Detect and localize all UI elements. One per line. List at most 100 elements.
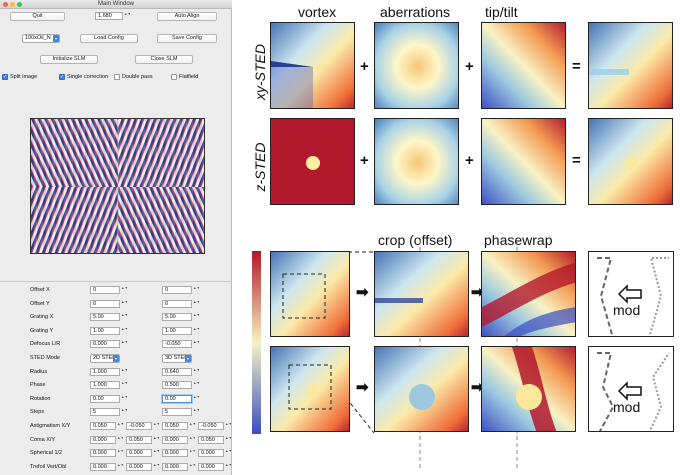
param-field[interactable]: 0	[162, 299, 192, 308]
param-stepper[interactable]: ▲▼	[193, 381, 200, 386]
param-stepper[interactable]: ▲▼	[189, 435, 196, 440]
arrow-right-icon: ➡	[471, 379, 484, 396]
param-field[interactable]: 0.000	[90, 449, 116, 458]
param-field[interactable]: 0.000	[90, 340, 120, 349]
close-slm-button[interactable]: Close SLM	[135, 55, 193, 64]
param-stepper[interactable]: ▲▼	[193, 340, 200, 345]
sted-mode-select[interactable]: 2D STED ▾	[90, 354, 120, 363]
param-field[interactable]: 0.000	[90, 462, 116, 471]
figure: vortex aberrations tip/tilt xy-STED z-ST…	[240, 0, 680, 475]
param-stepper[interactable]: ▲▼	[121, 381, 128, 386]
param-stepper[interactable]: ▲▼	[117, 422, 124, 426]
single-correction-checkbox[interactable]: ✓ Single correction	[59, 74, 108, 80]
save-config-button[interactable]: Save Config	[157, 34, 217, 43]
value-field[interactable]: 1.680	[95, 12, 123, 20]
param-stepper[interactable]: ▲▼	[193, 367, 200, 372]
param-stepper[interactable]: ▲▼	[225, 435, 232, 440]
param-field[interactable]: 0.000	[126, 449, 152, 458]
sted-mode-select[interactable]: 3D STED ▾	[162, 354, 192, 363]
param-field[interactable]: 0.500	[162, 381, 192, 390]
param-field[interactable]: 0.000	[162, 449, 188, 458]
title-bar[interactable]: Main Window	[0, 0, 232, 9]
param-field[interactable]: 0.00	[90, 394, 120, 403]
auto-align-button[interactable]: Auto Align	[157, 12, 217, 21]
param-stepper[interactable]: ▲▼	[117, 449, 124, 454]
param-field[interactable]: 0.000	[126, 462, 152, 471]
double-pass-checkbox[interactable]: Double pass	[114, 73, 153, 81]
param-stepper[interactable]: ▲▼	[153, 449, 160, 454]
param-stepper[interactable]: ▲▼	[193, 313, 200, 318]
param-stepper[interactable]: ▲▼	[121, 299, 128, 304]
param-field[interactable]: 0.000	[198, 462, 224, 471]
param-field[interactable]: 1.000	[90, 367, 120, 376]
objective-select[interactable]: 100xOil_N ▾	[22, 34, 60, 43]
zoom-window-icon[interactable]	[17, 2, 22, 7]
param-stepper[interactable]: ▲▼	[153, 462, 160, 467]
param-field[interactable]: 0.000	[198, 449, 224, 458]
param-field[interactable]: 0.000	[162, 435, 188, 444]
param-stepper[interactable]: ▲▼	[193, 326, 200, 331]
param-field[interactable]: 1.00	[162, 326, 192, 335]
param-field[interactable]: 5	[162, 408, 192, 417]
split-image-checkbox[interactable]: ✓ Split image	[2, 74, 38, 80]
param-field[interactable]: 0.050	[90, 422, 116, 430]
param-stepper[interactable]: ▲▼	[225, 462, 232, 467]
chevron-down-icon: ▾	[53, 35, 59, 42]
param-stepper[interactable]: ▲▼	[121, 394, 128, 399]
param-field[interactable]: 0.00	[162, 394, 192, 403]
param-stepper[interactable]: ▲▼	[193, 286, 200, 290]
param-stepper[interactable]: ▲▼	[121, 340, 128, 345]
quit-button[interactable]: Quit	[10, 12, 65, 21]
param-stepper[interactable]: ▲▼	[117, 462, 124, 467]
param-stepper[interactable]: ▲▼	[121, 408, 128, 413]
param-stepper[interactable]: ▲▼	[193, 299, 200, 304]
param-field[interactable]: -0.050	[126, 422, 152, 430]
main-window: Main Window Quit 1.680 ▲▼ Auto Align 100…	[0, 0, 232, 475]
flatfield-checkbox[interactable]: Flatfield	[171, 73, 198, 81]
load-config-button[interactable]: Load Config	[80, 34, 138, 43]
result-panel-z	[588, 118, 673, 205]
param-field[interactable]: 0.000	[162, 462, 188, 471]
param-label: Grating Y	[30, 327, 54, 334]
param-stepper[interactable]: ▲▼	[153, 422, 160, 426]
param-field[interactable]: 5	[90, 408, 120, 417]
param-field[interactable]: 0	[162, 286, 192, 294]
param-field[interactable]: 0	[90, 286, 120, 294]
param-label: Defocus L/R	[30, 341, 61, 348]
param-stepper[interactable]: ▲▼	[225, 449, 232, 454]
param-stepper[interactable]: ▲▼	[117, 435, 124, 440]
close-window-icon[interactable]	[3, 2, 8, 7]
param-stepper[interactable]: ▲▼	[121, 367, 128, 372]
initialize-slm-button[interactable]: Initialize SLM	[40, 55, 98, 64]
param-stepper[interactable]: ▲▼	[121, 313, 128, 318]
param-stepper[interactable]: ▲▼	[193, 408, 200, 413]
equals-sign: =	[572, 58, 581, 75]
param-field[interactable]: 0.050	[198, 435, 224, 444]
param-field[interactable]: 0.050	[126, 435, 152, 444]
param-stepper[interactable]: ▲▼	[189, 449, 196, 454]
param-stepper[interactable]: ▲▼	[225, 422, 232, 426]
param-stepper[interactable]: ▲▼	[121, 286, 128, 290]
param-stepper[interactable]: ▲▼	[189, 422, 196, 426]
param-stepper[interactable]: ▲▼	[193, 394, 200, 399]
param-stepper[interactable]: ▲▼	[189, 462, 196, 467]
phasewrap-panel-xy	[481, 251, 576, 337]
value-stepper[interactable]: ▲▼	[124, 12, 131, 16]
param-field[interactable]: 0.050	[162, 422, 188, 430]
param-field[interactable]: 0.640	[162, 367, 192, 376]
param-field[interactable]: 1.000	[90, 381, 120, 390]
minimize-window-icon[interactable]	[10, 2, 15, 7]
chevron-down-icon: ▾	[113, 355, 119, 362]
param-field[interactable]: 1.00	[90, 326, 120, 335]
param-field[interactable]: -0.050	[162, 340, 192, 349]
tiptilt-panel-xy	[481, 22, 566, 109]
param-field[interactable]: 0.000	[90, 435, 116, 444]
param-field[interactable]: -0.050	[198, 422, 224, 430]
source-panel-xy	[270, 251, 350, 337]
param-field[interactable]: 5.00	[90, 313, 120, 322]
param-stepper[interactable]: ▲▼	[153, 435, 160, 440]
param-stepper[interactable]: ▲▼	[121, 326, 128, 331]
param-field[interactable]: 0	[90, 299, 120, 308]
param-field[interactable]: 5.00	[162, 313, 192, 322]
window-title: Main Window	[97, 1, 134, 7]
